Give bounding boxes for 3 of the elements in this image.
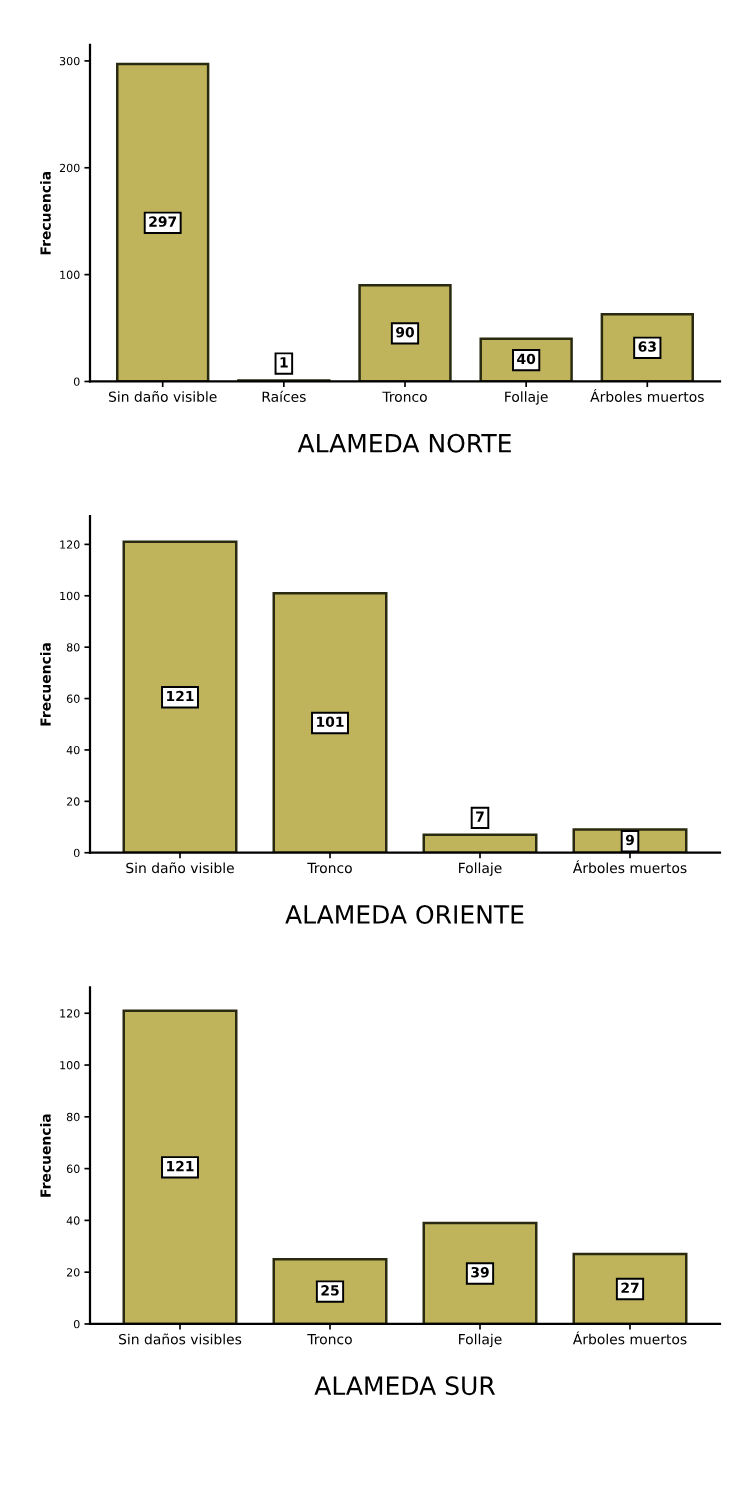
text: ALAMEDA ORIENTE bbox=[285, 905, 524, 924]
text: ALAMEDA SUR bbox=[314, 1376, 496, 1396]
text: ALAMEDA NORTE bbox=[297, 433, 511, 453]
